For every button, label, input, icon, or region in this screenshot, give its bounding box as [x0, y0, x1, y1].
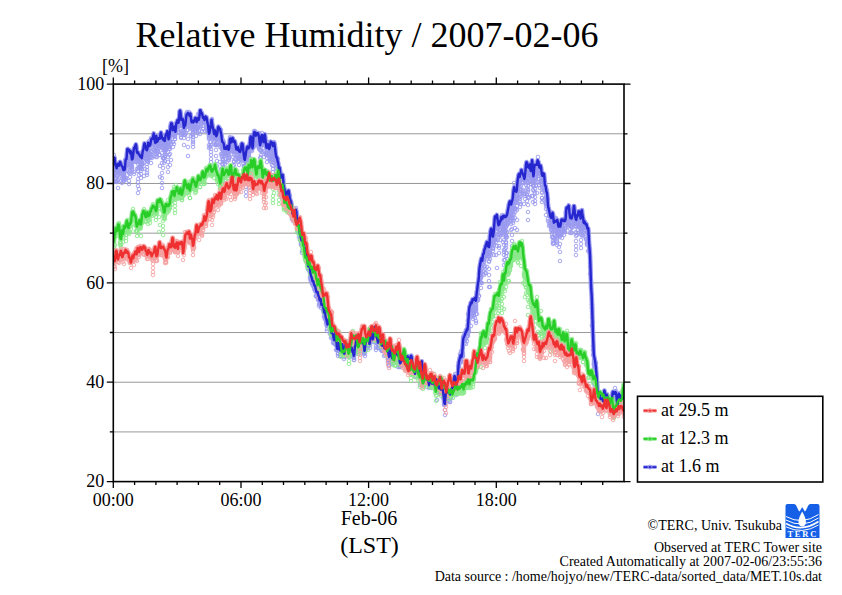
svg-text:Created Automatically at 2007-: Created Automatically at 2007-02-06/23:5… [560, 554, 822, 569]
svg-text:Relative Humidity / 2007-02-06: Relative Humidity / 2007-02-06 [136, 15, 599, 55]
svg-text:(LST): (LST) [340, 532, 399, 558]
svg-text:00:00: 00:00 [93, 490, 134, 510]
svg-text:20: 20 [86, 471, 104, 491]
svg-text:Data source : /home/hojyo/new/: Data source : /home/hojyo/new/TERC-data/… [435, 569, 822, 584]
svg-text:[%]: [%] [102, 56, 129, 76]
svg-text:at 1.6 m: at 1.6 m [661, 456, 720, 476]
svg-text:Feb-06: Feb-06 [341, 507, 398, 529]
svg-text:40: 40 [86, 372, 104, 392]
svg-text:100: 100 [77, 74, 104, 94]
svg-text:18:00: 18:00 [476, 490, 517, 510]
svg-text:©TERC, Univ. Tsukuba: ©TERC, Univ. Tsukuba [648, 518, 783, 533]
svg-text:TERC: TERC [787, 529, 818, 539]
svg-text:80: 80 [86, 173, 104, 193]
svg-text:06:00: 06:00 [220, 490, 261, 510]
svg-text:Observed at TERC Tower site: Observed at TERC Tower site [654, 540, 822, 555]
svg-text:60: 60 [86, 273, 104, 293]
svg-text:at 12.3 m: at 12.3 m [661, 428, 729, 448]
svg-text:at 29.5 m: at 29.5 m [661, 400, 729, 420]
